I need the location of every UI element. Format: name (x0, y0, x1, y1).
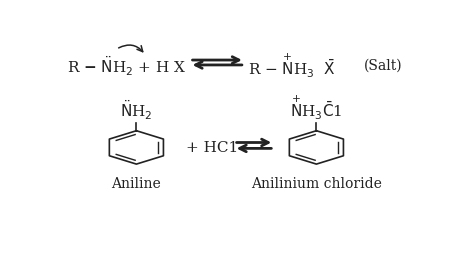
Text: Aniline: Aniline (111, 176, 161, 190)
Text: (Salt): (Salt) (364, 59, 403, 73)
Text: $\overset{+}{\mathrm{N}}$H$_3$$\bar{\mathrm{C}}$1: $\overset{+}{\mathrm{N}}$H$_3$$\bar{\mat… (290, 93, 343, 121)
Text: $\ddot{\mathrm{N}}$H$_2$: $\ddot{\mathrm{N}}$H$_2$ (120, 98, 153, 121)
Text: R $-$ $\overset{+}{\mathrm{N}}$H$_3$  $\bar{\mathrm{X}}$: R $-$ $\overset{+}{\mathrm{N}}$H$_3$ $\b… (248, 52, 336, 80)
Text: R $\mathbf{-}$ $\ddot{\mathrm{N}}$H$_2$ + H X: R $\mathbf{-}$ $\ddot{\mathrm{N}}$H$_2$ … (66, 54, 186, 77)
Text: Anilinium chloride: Anilinium chloride (251, 176, 382, 190)
Text: + HC1: + HC1 (186, 141, 238, 155)
